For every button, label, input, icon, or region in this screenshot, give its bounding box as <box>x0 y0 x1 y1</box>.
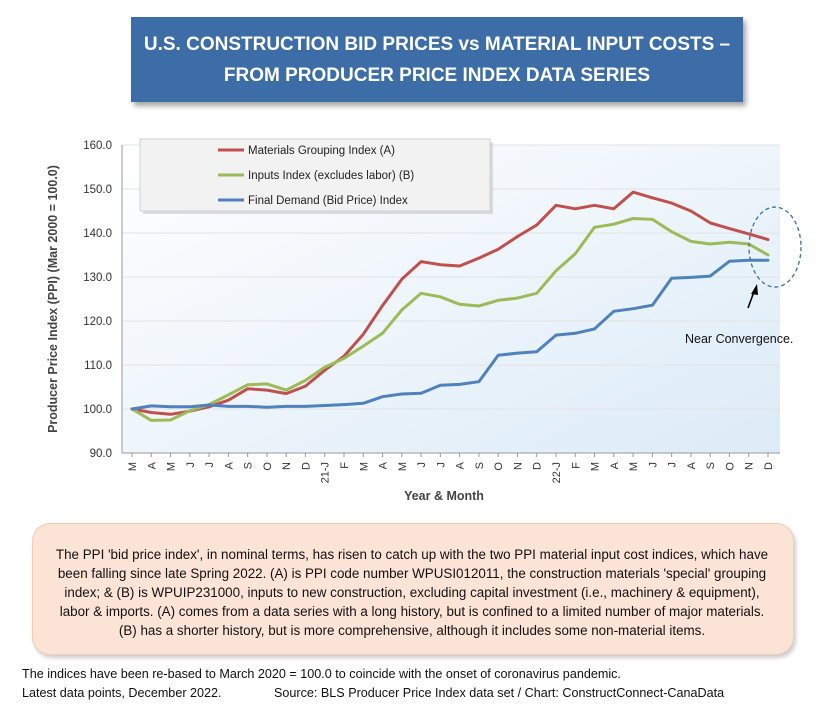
x-tick-label: A <box>455 461 467 469</box>
y-axis-title: Producer Price Index (PPI) (Mar 2000 = 1… <box>46 165 60 433</box>
y-tick-label: 120.0 <box>83 316 112 328</box>
x-tick-label: M <box>628 462 640 471</box>
x-tick-label: 22-J <box>551 462 563 483</box>
y-tick-label: 130.0 <box>83 272 112 284</box>
x-tick-label: F <box>570 462 582 469</box>
x-tick-label: O <box>493 462 505 471</box>
x-tick-label: 21-J <box>320 462 332 483</box>
chart-title-line2: FROM PRODUCER PRICE INDEX DATA SERIES <box>223 64 651 86</box>
x-tick-label: J <box>667 462 679 468</box>
x-tick-label: D <box>763 462 775 470</box>
chart-title-line1: U.S. CONSTRUCTION BID PRICES vs MATERIAL… <box>143 33 731 55</box>
y-tick-label: 160.0 <box>83 140 112 152</box>
y-tick-label: 100.0 <box>83 404 112 416</box>
legend-label-2: Inputs Index (excludes labor) (B) <box>248 170 414 182</box>
annotation-text: Near Convergence. <box>685 332 793 346</box>
x-tick-label: J <box>204 462 216 468</box>
x-tick-label: D <box>300 462 312 470</box>
y-tick-label: 90.0 <box>90 448 112 460</box>
x-axis-title: Year & Month <box>404 489 484 503</box>
x-tick-label: O <box>724 462 736 471</box>
x-tick-label: S <box>474 462 486 469</box>
commentary-box <box>32 523 794 655</box>
x-tick-label: J <box>435 462 447 468</box>
x-tick-label: A <box>609 461 621 469</box>
x-tick-label: N <box>744 462 756 470</box>
series-line-3 <box>130 258 770 411</box>
x-tick-label: A <box>378 461 390 469</box>
x-tick-label: F <box>339 462 351 469</box>
x-tick-label: M <box>358 462 370 471</box>
x-tick-label: O <box>262 462 274 471</box>
footer-rebase-note: The indices have been re-based to March … <box>22 667 621 681</box>
x-tick-label: M <box>590 462 602 471</box>
x-tick-label: N <box>281 462 293 470</box>
footer-source: Source: BLS Producer Price Index data se… <box>274 686 725 700</box>
legend <box>139 138 491 212</box>
x-tick-label: J <box>185 462 197 468</box>
y-tick-label: 110.0 <box>84 360 112 372</box>
x-tick-label: A <box>686 461 698 469</box>
legend-label-1: Materials Grouping Index (A) <box>248 145 395 157</box>
x-tick-label: A <box>223 461 235 469</box>
annotation-arrowhead <box>751 284 758 295</box>
y-tick-label: 140.0 <box>83 228 112 240</box>
chart-title-banner: U.S. CONSTRUCTION BID PRICES vs MATERIAL… <box>131 17 743 102</box>
convergence-ellipse <box>748 206 802 288</box>
x-tick-label: J <box>416 462 428 468</box>
series-line-1 <box>130 190 770 416</box>
x-tick-label: S <box>705 462 717 469</box>
x-tick-label: N <box>512 462 524 470</box>
x-tick-label: S <box>243 462 255 469</box>
series-line-2 <box>130 217 770 422</box>
x-tick-label: J <box>647 462 659 468</box>
line-chart: 90.0 100.0 110.0 120.0 130.0 140.0 150.0 160.0 M… <box>46 138 802 503</box>
x-tick-label: M <box>127 462 139 471</box>
footer-latest-data: Latest data points, December 2022. <box>22 686 222 700</box>
x-tick-label: M <box>166 462 178 471</box>
legend-label-3: Final Demand (Bid Price) Index <box>248 195 408 207</box>
y-tick-label: 150.0 <box>83 184 112 196</box>
x-tick-label: M <box>397 462 409 471</box>
commentary-text: The PPI 'bid price index', in nominal te… <box>55 547 769 638</box>
x-tick-label: D <box>532 462 544 470</box>
x-tick-label: A <box>146 461 158 469</box>
